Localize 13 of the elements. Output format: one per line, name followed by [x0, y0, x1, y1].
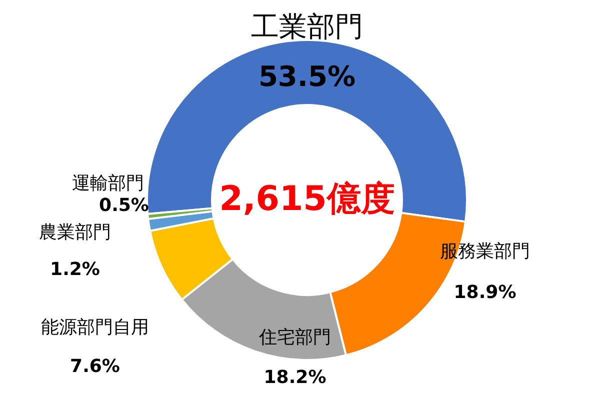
slice-label: 能源部門自用	[41, 317, 149, 338]
slice-label: 農業部門	[39, 222, 111, 243]
data-label: 1.2%	[50, 259, 100, 280]
slice-label: 工業部門	[251, 10, 363, 43]
data-label: 7.6%	[70, 356, 120, 377]
text: 2,615億度	[219, 179, 395, 219]
data-label: 18.2%	[264, 367, 326, 388]
slice-label: 服務業部門	[440, 241, 530, 262]
slice-label: 住宅部門	[258, 327, 331, 348]
data-label: 18.9%	[454, 282, 516, 303]
data-label: 0.5%	[99, 195, 149, 216]
data-label: 53.5%	[258, 60, 356, 93]
slice-label: 運輸部門	[72, 173, 144, 194]
